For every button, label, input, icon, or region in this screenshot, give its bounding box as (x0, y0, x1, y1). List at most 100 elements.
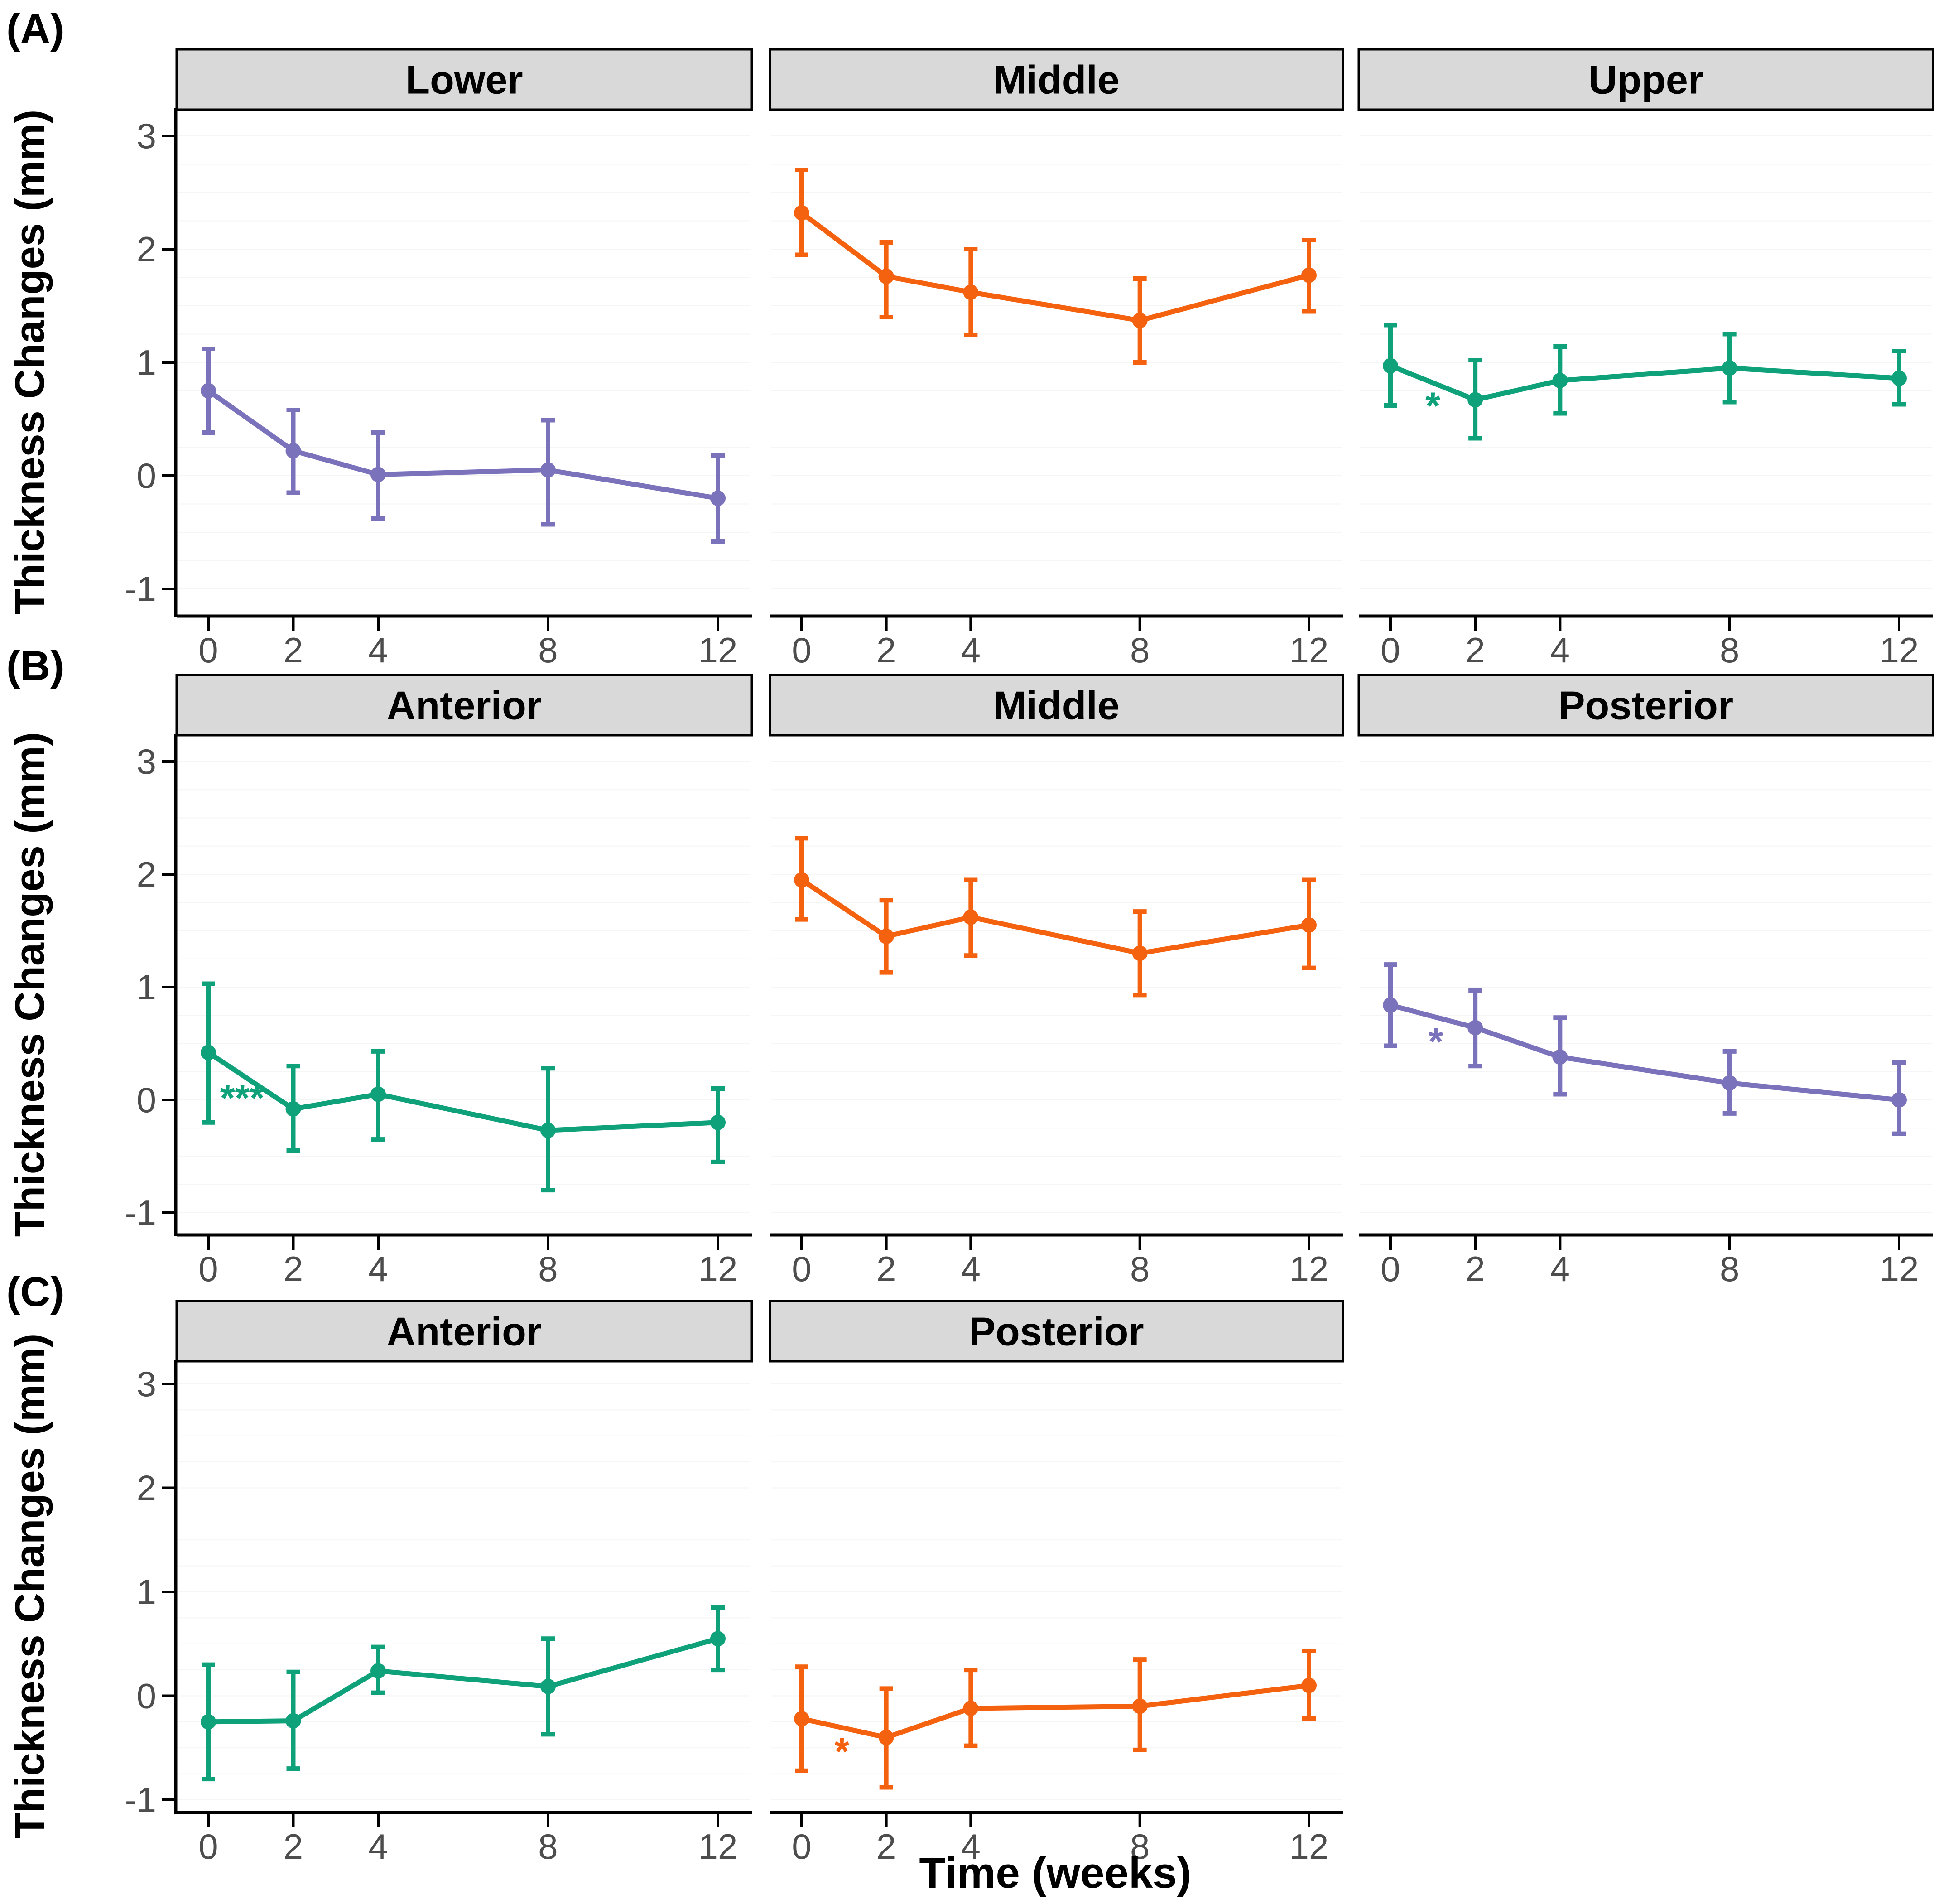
x-tick-label: 8 (1720, 1249, 1739, 1289)
data-point (794, 205, 809, 221)
y-tick-label: 2 (137, 229, 156, 269)
facet-strip-label: Anterior (387, 1309, 542, 1354)
data-point (1722, 1075, 1737, 1091)
data-point (1383, 358, 1398, 374)
facet-panel: *** 0 2 4 8 12 3 2 1 0 -1 Anterior (125, 674, 753, 1289)
x-tick-label: 4 (368, 1249, 388, 1289)
significance-annotation: *** (220, 1076, 265, 1119)
y-tick-label: 1 (137, 342, 156, 382)
series-line (801, 1683, 1309, 1740)
facet-strip (769, 48, 1344, 111)
data-point (1301, 917, 1317, 933)
y-tick-label: 0 (137, 456, 156, 496)
y-tick-label: 3 (137, 1364, 156, 1404)
x-tick-label: 4 (368, 630, 388, 670)
data-point (710, 491, 726, 506)
data-point (710, 1631, 726, 1647)
x-tick-label: 8 (1720, 630, 1739, 670)
x-tick-label: 8 (538, 1827, 558, 1866)
x-tick-label: 8 (1130, 630, 1150, 670)
series-line (1390, 1003, 1900, 1103)
x-tick-label: 8 (538, 1249, 558, 1289)
y-axis-title-row-a: Thickness Changes (mm) (7, 109, 53, 615)
data-point (1132, 1698, 1148, 1714)
x-tick-label: 4 (368, 1827, 388, 1866)
data-point (878, 1730, 894, 1745)
x-tick-label: 12 (1289, 630, 1329, 670)
data-point (201, 383, 216, 399)
data-point (285, 443, 301, 458)
x-tick-label: 0 (1381, 630, 1400, 670)
data-point (285, 1101, 301, 1117)
data-point (370, 467, 386, 482)
y-tick-label: 2 (137, 1468, 156, 1508)
data-point (370, 1086, 386, 1102)
x-tick-label: 12 (698, 630, 738, 670)
x-tick-label: 2 (876, 1249, 896, 1289)
y-tick-label: 1 (137, 1572, 156, 1612)
data-point (1467, 1020, 1483, 1036)
x-tick-label: 0 (198, 630, 218, 670)
facet-strip (1357, 674, 1934, 737)
facet-panel: 0 2 4 8 12 3 2 1 0 -1 Anterior (125, 1300, 753, 1866)
x-tick-label: 2 (284, 630, 303, 670)
facet-strip (175, 674, 753, 737)
data-point (1301, 1677, 1317, 1693)
x-tick-label: 8 (538, 630, 558, 670)
y-tick-label: 2 (137, 854, 156, 894)
x-tick-label: 0 (792, 630, 811, 670)
data-point (878, 928, 894, 944)
data-point (1467, 392, 1483, 408)
panel-label-b: (B) (6, 643, 64, 689)
series-line (207, 389, 718, 501)
series-line (800, 877, 1309, 956)
series-line (800, 211, 1310, 323)
facet-strip-label: Posterior (969, 1309, 1144, 1354)
y-tick-label: -1 (125, 1780, 156, 1820)
data-point (794, 872, 809, 888)
data-point (370, 1663, 386, 1679)
x-tick-label: 2 (1465, 1249, 1485, 1289)
y-tick-label: 0 (137, 1676, 156, 1716)
facet-strip (1357, 48, 1934, 111)
facet-strip-label: Middle (993, 683, 1120, 728)
y-axis-title-row-c: Thickness Changes (mm) (7, 1333, 53, 1839)
x-tick-label: 2 (284, 1249, 303, 1289)
facet-panel: 0 2 4 8 12 3 2 1 0 -1 Lower (125, 48, 753, 670)
y-axis-title-row-b: Thickness Changes (mm) (7, 732, 53, 1237)
data-point (794, 1711, 809, 1726)
data-point (963, 1701, 979, 1716)
data-point (878, 269, 894, 284)
facet-strip (769, 1300, 1344, 1363)
x-tick-label: 12 (698, 1249, 738, 1289)
data-point (1301, 267, 1317, 283)
facet-panel: * 0 2 4 8 12 Posterior (769, 1300, 1344, 1866)
facet-strip (175, 1300, 753, 1363)
facet-panel: * 0 2 4 8 12 Upper (1357, 48, 1934, 670)
facet-panel: 0 2 4 8 12 Middle (769, 48, 1344, 670)
facet-strip-label: Anterior (387, 683, 542, 728)
x-tick-label: 12 (1880, 1249, 1919, 1289)
x-tick-label: 2 (1465, 630, 1485, 670)
x-tick-label: 2 (284, 1827, 303, 1866)
x-tick-label: 2 (876, 630, 896, 670)
x-tick-label: 0 (198, 1249, 218, 1289)
data-point (540, 462, 556, 478)
y-tick-label: -1 (125, 1193, 156, 1233)
y-tick-label: -1 (125, 569, 156, 609)
data-point (710, 1114, 726, 1130)
facet-strip-label: Posterior (1559, 683, 1733, 728)
series-line (208, 1636, 719, 1725)
x-tick-label: 4 (961, 1827, 981, 1866)
x-tick-label: 0 (1381, 1249, 1400, 1289)
x-tick-label: 4 (961, 630, 981, 670)
panel-label-c: (C) (6, 1269, 64, 1315)
data-point (1132, 313, 1148, 328)
x-tick-label: 0 (792, 1827, 811, 1866)
facet-strip-label: Upper (1588, 58, 1703, 102)
x-tick-label: 0 (198, 1827, 218, 1866)
x-tick-label: 0 (792, 1249, 811, 1289)
series-line (1389, 363, 1900, 402)
data-point (963, 284, 979, 300)
